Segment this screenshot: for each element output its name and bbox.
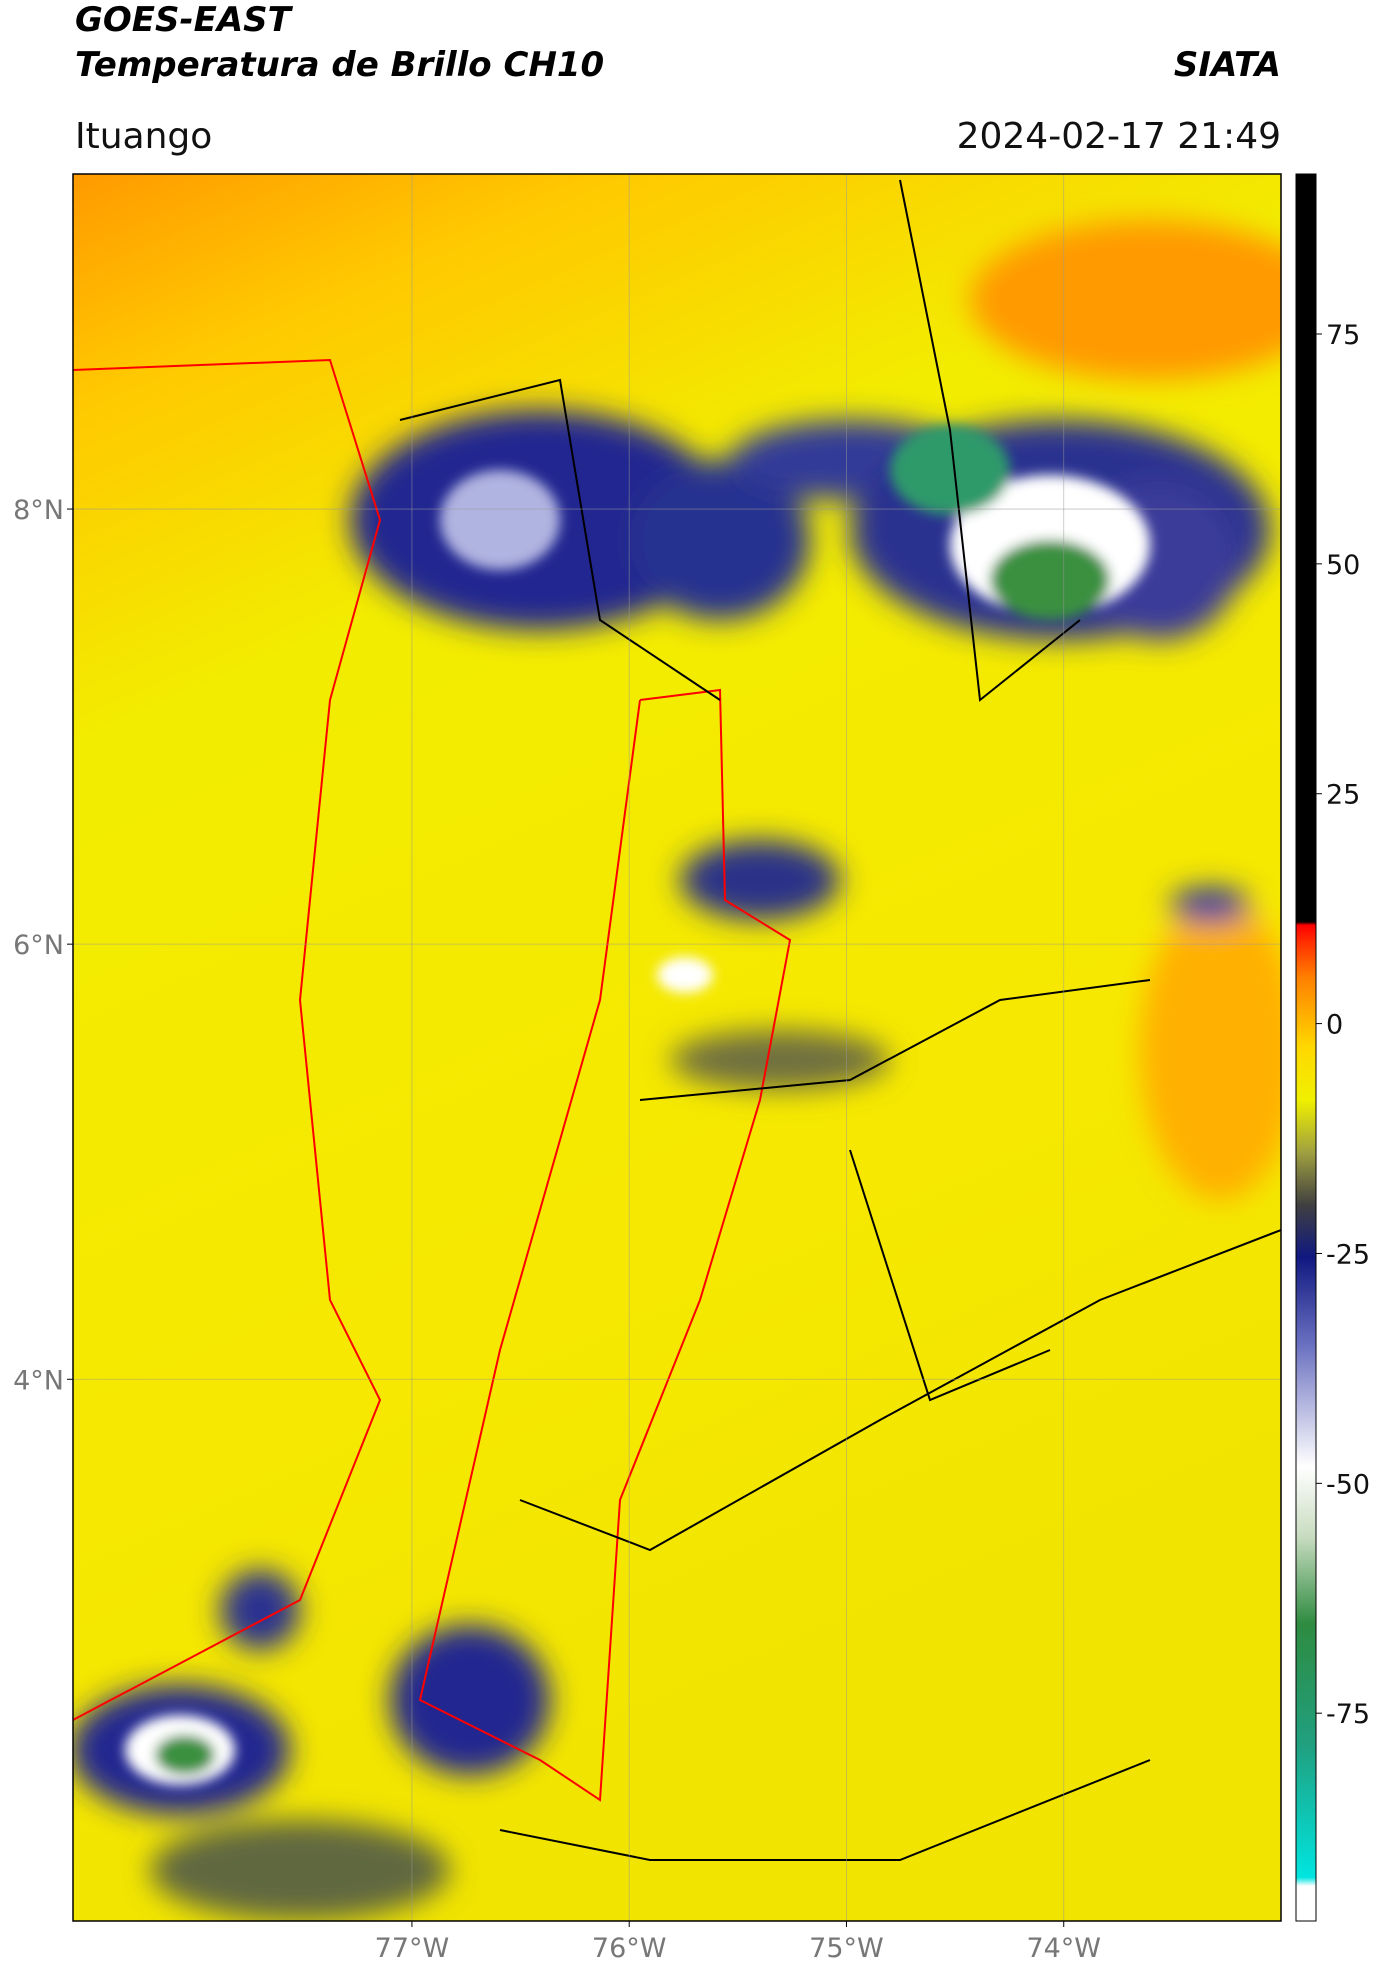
- colorbar-tick-label: -25: [1326, 1239, 1370, 1270]
- map-frame: [72, 173, 1282, 1922]
- colorbar-tick-label: -50: [1326, 1469, 1370, 1500]
- source: SIATA: [1174, 45, 1281, 85]
- colorbar-tick-label: 0: [1326, 1010, 1343, 1041]
- lon-tick-label: 75°W: [809, 1933, 884, 1964]
- colorbar-tick-label: 25: [1326, 780, 1360, 811]
- graticule: 8°N 6°N 4°N 77°W 76°W 75°W 74°W: [13, 174, 1281, 1964]
- colorbar: [1295, 173, 1317, 1922]
- colorbar-tick-label: 75: [1326, 320, 1360, 351]
- subtitle: Temperatura de Brillo CH10: [75, 45, 604, 85]
- title: GOES-EAST: [75, 0, 294, 40]
- colorbar-tick-label: 50: [1326, 550, 1360, 581]
- lon-tick-label: 77°W: [375, 1933, 450, 1964]
- satellite-image: [73, 174, 1281, 1921]
- lat-tick-label: 4°N: [13, 1365, 64, 1396]
- lon-tick-label: 76°W: [592, 1933, 667, 1964]
- lat-tick-label: 6°N: [13, 930, 64, 961]
- colorbar-ticks: 75 50 25 0 -25 -50 -75: [1316, 320, 1370, 1730]
- datetime: 2024-02-17 21:49: [957, 116, 1281, 157]
- colorbar-tick-label: -75: [1326, 1699, 1370, 1730]
- location: Ituango: [75, 116, 212, 157]
- lat-tick-label: 8°N: [13, 495, 64, 526]
- lon-tick-label: 74°W: [1026, 1933, 1101, 1964]
